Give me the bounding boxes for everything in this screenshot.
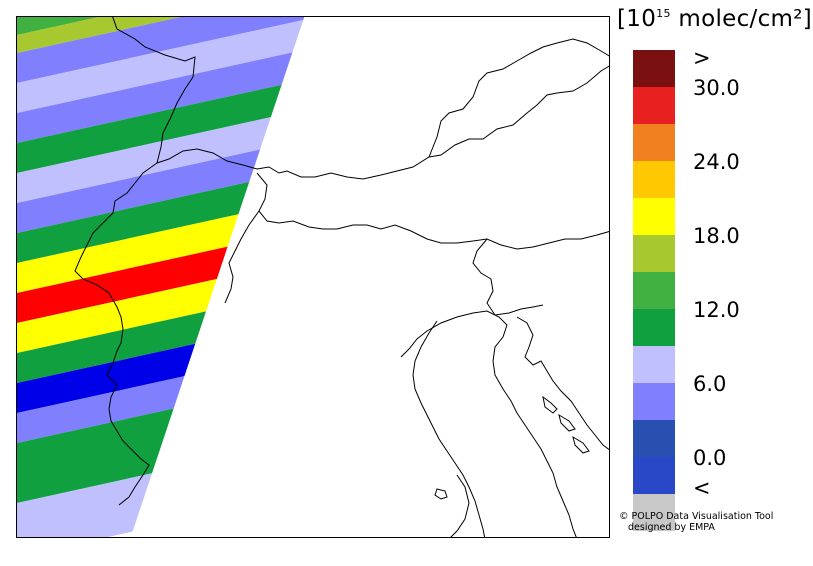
swath-band xyxy=(17,376,185,443)
legend-swatch-15-18 xyxy=(633,272,675,309)
swath-band xyxy=(17,343,196,413)
legend-swatch-9-12 xyxy=(633,346,675,383)
legend-swatch-27-30 xyxy=(633,124,675,161)
legend-tick-labels: >30.0 24.0 18.0 12.0 6.0 0.0 < xyxy=(693,44,803,504)
island-corsica xyxy=(450,474,470,537)
credit-line-1: © POLPO Data Visualisation Tool xyxy=(619,511,774,522)
island-3 xyxy=(572,435,590,454)
legend-swatch-30-33 xyxy=(633,87,675,124)
legend-swatch-below-min xyxy=(633,494,675,531)
swath-band xyxy=(17,473,153,537)
swath-band xyxy=(17,279,217,353)
legend-tick-label: 24.0 xyxy=(693,150,740,174)
legend-swatch-21-24 xyxy=(633,198,675,235)
map-canvas xyxy=(17,17,609,537)
swath-band xyxy=(17,246,228,323)
border-austria-north xyxy=(428,38,609,158)
satellite-swath-layer xyxy=(17,17,609,537)
map-area[interactable] xyxy=(16,16,610,538)
legend-tick-label: 12.0 xyxy=(693,298,740,322)
coastline-layer xyxy=(74,17,609,537)
coast-croatia xyxy=(516,316,609,451)
border-slovenia xyxy=(472,238,544,316)
legend-tick-label: 30.0 xyxy=(693,76,740,100)
border-italy-west xyxy=(224,210,260,304)
swath-band xyxy=(17,84,282,173)
swath-band xyxy=(17,52,293,143)
credit-text: © POLPO Data Visualisation Tool designed… xyxy=(619,511,773,533)
swath-band xyxy=(17,17,305,83)
swath-band xyxy=(17,117,271,203)
swath-band xyxy=(17,311,207,383)
legend-swatch-0-3 xyxy=(633,457,675,494)
legend-swatch-above-max xyxy=(633,50,675,87)
legend-swatch-3-6 xyxy=(633,420,675,457)
credit-line-2: designed by EMPA xyxy=(628,522,715,533)
swath-band xyxy=(17,149,261,233)
color-legend xyxy=(633,50,675,531)
coast-tuscany xyxy=(412,320,486,537)
legend-tick-label: 6.0 xyxy=(693,372,727,396)
border-alps-south xyxy=(256,172,609,250)
island-2 xyxy=(558,413,576,432)
units-suffix: molec/cm²] xyxy=(670,6,813,32)
units-exponent: 15 xyxy=(656,7,671,20)
island-1 xyxy=(542,395,558,414)
border-france-west xyxy=(74,17,196,506)
legend-swatch-6-9 xyxy=(633,383,675,420)
swath-band xyxy=(17,214,239,293)
legend-tick-label: 0.0 xyxy=(693,446,727,470)
legend-swatch-12-15 xyxy=(633,309,675,346)
legend-tick-label: > xyxy=(693,46,711,70)
legend-tick-label: < xyxy=(693,476,711,500)
swath-band xyxy=(17,408,174,503)
legend-tick-label: 18.0 xyxy=(693,224,740,248)
swath-edge-mask xyxy=(130,17,609,537)
legend-swatch-18-21 xyxy=(633,235,675,272)
units-label: [1015 molec/cm²] xyxy=(617,6,812,32)
swath-band xyxy=(17,181,250,263)
legend-swatch-24-27 xyxy=(633,161,675,198)
coast-liguria xyxy=(400,310,577,537)
island-elba xyxy=(434,488,448,500)
units-prefix: [10 xyxy=(617,6,657,32)
swath-band xyxy=(17,20,304,114)
border-swiss-north xyxy=(156,65,609,180)
